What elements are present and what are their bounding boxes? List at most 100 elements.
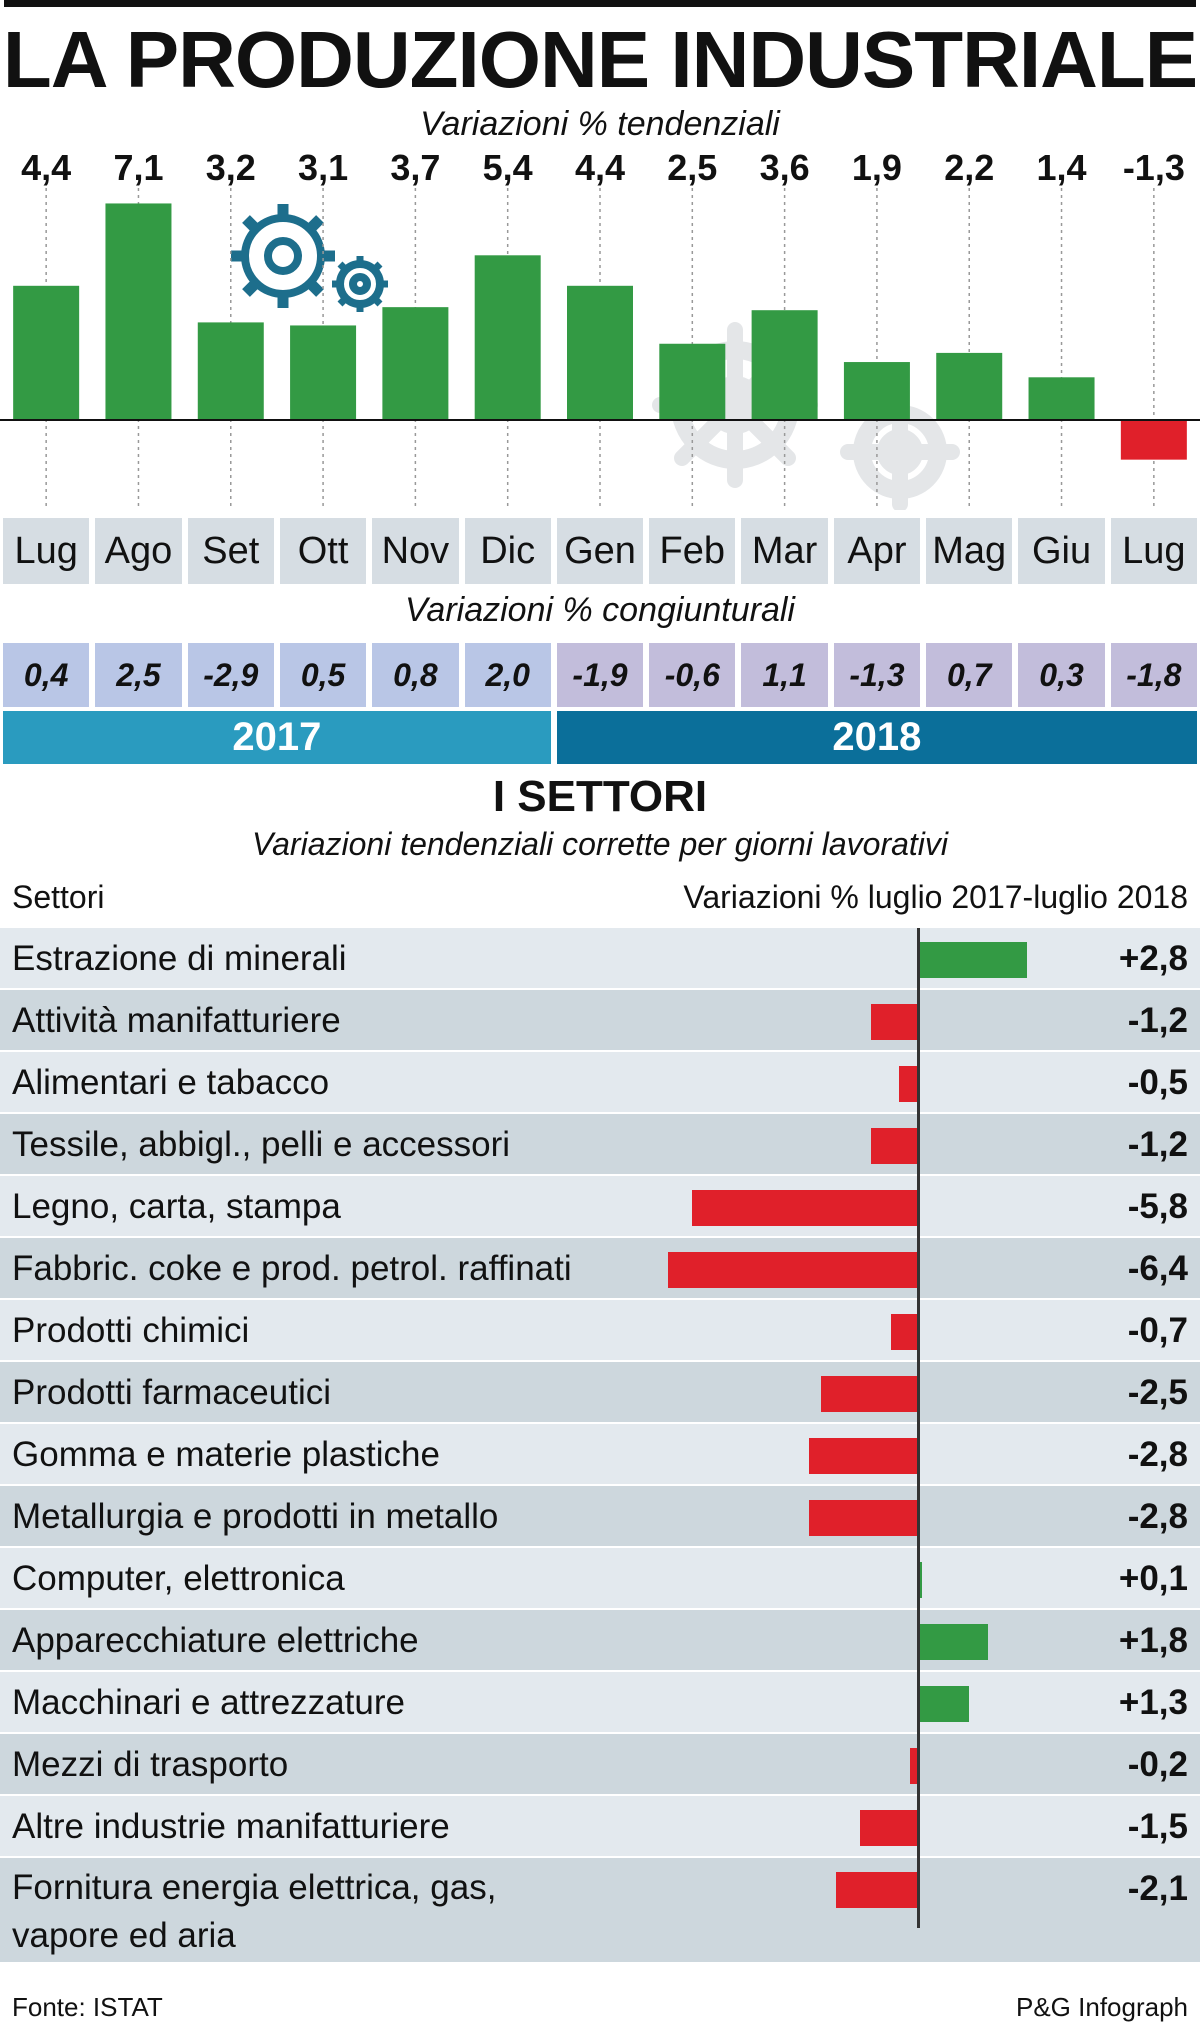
sector-bar [871, 1004, 918, 1040]
sector-label: Apparecchiature elettriche [12, 1621, 419, 1660]
monthly-bar [382, 307, 449, 420]
sector-bar [859, 1810, 918, 1846]
sector-row: Altre industrie manifatturiere -1,5 [0, 1796, 1200, 1856]
congiunturale-value: -1,9 [556, 643, 644, 707]
monthly-bar [105, 203, 172, 420]
monthly-bar [659, 343, 726, 420]
page-title: LA PRODUZIONE INDUSTRIALE [2, 15, 1198, 104]
monthly-value-label: 4,4 [21, 147, 71, 188]
month-label: Set [187, 518, 274, 584]
sector-bar [691, 1190, 918, 1226]
sector-label: Attività manifatturiere [12, 1001, 341, 1040]
sector-label: Fabbric. coke e prod. petrol. raffinati [12, 1249, 572, 1288]
sector-label: Metallurgia e prodotti in metallo [12, 1497, 499, 1536]
sector-row: Mezzi di trasporto -0,2 [0, 1734, 1200, 1794]
monthly-bar [1028, 377, 1095, 420]
year-band-2018: 2018 [556, 711, 1197, 764]
sectors-title: I SETTORI [492, 772, 708, 821]
sector-label: Computer, elettronica [12, 1559, 345, 1598]
month-labels: Lug Ago Set Ott Nov Dic Gen Feb Mar Apr Mag Giu Lug [0, 518, 1200, 584]
sector-row: Computer, elettronica +0,1 [0, 1548, 1200, 1608]
sector-label: Fornitura energia elettrica, gas, vapore… [12, 1868, 497, 1955]
monthly-bar [474, 255, 541, 420]
congiunturali-row: 0,4 2,5 -2,9 0,5 0,8 2,0 -1,9 -0,6 1,1 -1,3 0,7 0,3… [0, 643, 1200, 707]
sector-bar [898, 1066, 918, 1102]
sector-value: -2,1 [1127, 1869, 1188, 1908]
monthly-bar [290, 325, 357, 420]
month-label: Giu [1018, 518, 1105, 584]
sector-bar [918, 1624, 989, 1660]
sector-row: Legno, carta, stampa -5,8 [0, 1176, 1200, 1236]
sector-row: Apparecchiature elettriche +1,8 [0, 1610, 1200, 1670]
sector-value: +2,8 [1118, 939, 1188, 978]
sector-value: -1,2 [1127, 1001, 1188, 1040]
sector-value: -0,5 [1127, 1063, 1188, 1102]
sector-row: Prodotti chimici -0,7 [0, 1300, 1200, 1360]
congiunturale-value: 0,3 [1018, 643, 1105, 707]
monthly-value-label: 1,9 [852, 147, 902, 188]
sector-label: Tessile, abbigl., pelli e accessori [12, 1125, 511, 1164]
monthly-value-label: 3,1 [298, 147, 348, 188]
month-label: Lug [3, 518, 90, 584]
monthly-value-label: -1,3 [1123, 147, 1185, 188]
congiunturale-value: 1,1 [741, 643, 828, 707]
sector-row: Alimentari e tabacco -0,5 [0, 1052, 1200, 1112]
sector-value: -2,5 [1127, 1373, 1188, 1412]
sector-label: Prodotti farmaceutici [12, 1373, 332, 1412]
year-band-2017: 2017 [3, 711, 551, 764]
sector-row: Tessile, abbigl., pelli e accessori -1,2 [0, 1114, 1200, 1174]
month-label: Ago [95, 518, 182, 584]
monthly-bar [13, 285, 80, 420]
monthly-bar [1120, 420, 1187, 460]
sector-label: Alimentari e tabacco [12, 1063, 330, 1102]
sector-row: Fornitura energia elettrica, gas, vapore… [0, 1858, 1200, 1962]
sector-value: -6,4 [1127, 1249, 1188, 1288]
congiunturale-value: 2,5 [95, 643, 182, 707]
sector-bar [918, 1686, 969, 1722]
monthly-value-label: 3,6 [760, 147, 810, 188]
congiunturale-value: 0,5 [279, 643, 367, 707]
month-label: Lug [1110, 518, 1197, 584]
year-bands: 2017 2018 [0, 711, 1200, 764]
monthly-value-label: 2,2 [944, 147, 994, 188]
monthly-value-label: 3,2 [206, 147, 256, 188]
monthly-bar [843, 362, 910, 420]
top-rule [4, 0, 1196, 7]
monthly-value-label: 1,4 [1037, 147, 1087, 188]
sector-row: Prodotti farmaceutici -2,5 [0, 1362, 1200, 1422]
sector-label: Legno, carta, stampa [12, 1187, 341, 1226]
sector-bar [820, 1376, 918, 1412]
sector-label: Prodotti chimici [12, 1311, 250, 1350]
sector-bar [808, 1500, 918, 1536]
chart-subtitle: Variazioni % tendenziali [420, 105, 780, 143]
sector-row: Macchinari e attrezzature +1,3 [0, 1672, 1200, 1732]
month-label: Apr [833, 518, 921, 584]
month-label: Dic [464, 518, 551, 584]
congiunturale-value: -2,9 [187, 643, 274, 707]
sectors-subtitle: Variazioni tendenziali corrette per gior… [251, 826, 949, 862]
sector-value: +1,8 [1118, 1621, 1188, 1660]
congiunturale-value: 0,7 [926, 643, 1013, 707]
monthly-bar [751, 310, 818, 420]
monthly-value-label: 4,4 [575, 147, 625, 188]
sector-value: -1,5 [1127, 1807, 1188, 1846]
column-header-sectors: Settori [12, 879, 105, 915]
sector-bar [668, 1252, 918, 1288]
sector-bar [890, 1314, 918, 1350]
monthly-value-label: 3,7 [390, 147, 440, 188]
monthly-bar [936, 352, 1003, 420]
sector-bar [910, 1748, 918, 1784]
monthly-bar [197, 322, 264, 420]
sector-row: Metallurgia e prodotti in metallo -2,8 [0, 1486, 1200, 1546]
sector-value: -0,7 [1127, 1311, 1188, 1350]
sectors-zero-axis [917, 928, 920, 1928]
congiunturale-value: 2,0 [464, 643, 551, 707]
monthly-value-label: 2,5 [667, 147, 717, 188]
credit-note: P&G Infograph [1016, 1992, 1188, 2022]
month-label: Mag [926, 518, 1013, 584]
congiunturali-title: Variazioni % congiunturali [405, 591, 795, 629]
sector-value: -5,8 [1127, 1187, 1188, 1226]
month-label: Feb [649, 518, 736, 584]
sector-bar [836, 1872, 918, 1908]
congiunturale-value: -1,3 [833, 643, 921, 707]
